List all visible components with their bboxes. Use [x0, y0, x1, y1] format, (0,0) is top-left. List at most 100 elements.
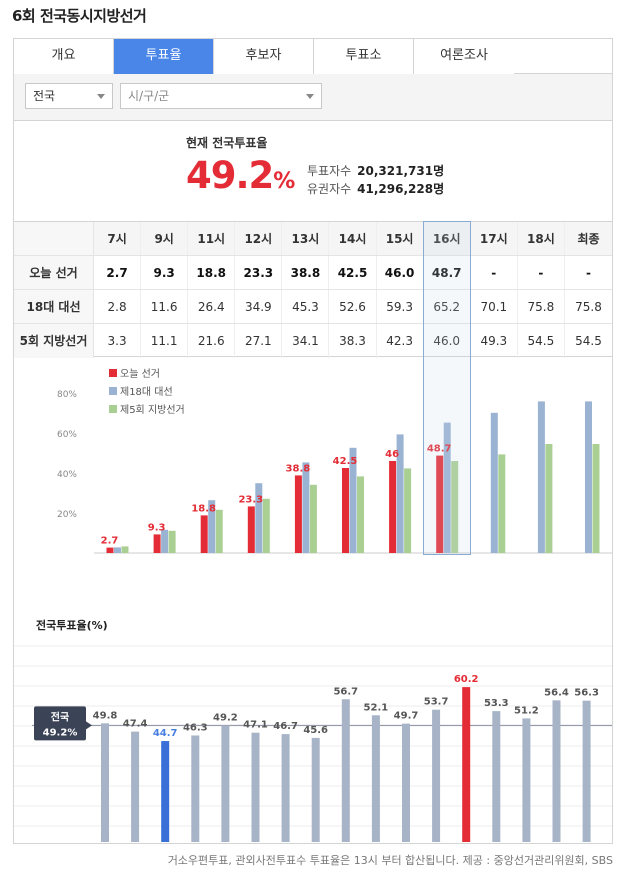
data-label: 53.3 — [484, 698, 509, 709]
bar-prev-presidential — [585, 401, 592, 553]
data-label: 38.8 — [286, 463, 311, 474]
bar-today — [342, 468, 349, 553]
table-row: 18대 대선 2.8 11.6 26.4 34.9 45.3 52.6 59.3 65.2 70.… — [14, 290, 612, 324]
bar-prev-presidential — [208, 500, 216, 553]
data-label: 47.1 — [243, 720, 268, 731]
table-row: 5회 지방선거 3.3 11.1 21.6 27.1 34.1 38.3 42.3 46.0 49… — [14, 324, 612, 358]
region-bar — [492, 711, 501, 842]
region-bar — [432, 709, 441, 842]
table-cell: 23.3 — [235, 256, 283, 289]
national-average-label: 전국 — [51, 710, 69, 723]
legend-label: 제18대 대선 — [120, 386, 173, 398]
tab-opinion-polls[interactable]: 여론조사 — [414, 39, 514, 74]
table-cell: 2.8 — [94, 290, 142, 323]
column-header: 13시 — [282, 222, 330, 255]
data-label: 60.2 — [454, 674, 479, 685]
bar-prev-presidential — [255, 483, 263, 553]
data-label: 46.7 — [273, 721, 298, 732]
table-cell: - — [471, 256, 518, 289]
table-cell: 26.4 — [188, 290, 236, 323]
filter-bar: 전국 시/구/군 — [14, 74, 612, 121]
badge-pointer — [86, 721, 92, 730]
table-cell: 11.1 — [141, 324, 189, 358]
bar-today — [106, 547, 114, 553]
table-cell: 45.3 — [282, 290, 330, 323]
data-label: 53.7 — [424, 697, 449, 708]
bar-prev-presidential — [443, 422, 451, 553]
data-label: 56.7 — [333, 686, 358, 697]
table-cell: 48.7 — [424, 256, 471, 289]
table-cell: - — [585, 266, 591, 280]
bar-prev-local — [215, 509, 223, 553]
table-cell: - — [518, 256, 565, 289]
column-header: 18시 — [518, 222, 565, 255]
data-label: 9.3 — [148, 522, 166, 533]
table-cell: 11.6 — [141, 290, 189, 323]
y-tick-label: 40% — [57, 470, 77, 480]
bar-prev-local — [357, 476, 364, 553]
region-select[interactable]: 전국 — [25, 83, 113, 109]
table-cell: 70.1 — [471, 290, 518, 323]
tab-candidates[interactable]: 후보자 — [214, 39, 314, 74]
national-turnout: 49.2% — [186, 154, 295, 197]
table-cell: 59.3 — [377, 290, 424, 323]
tab-overview[interactable]: 개요 — [14, 39, 114, 74]
footnote: 거소우편투표, 관외사전투표수 투표율은 13시 부터 합산됩니다. 제공 : … — [167, 854, 613, 867]
hourly-turnout-chart: 20% 40% 60% 80% 2.7 9.3 18.8 23.3 38.8 42.5 46 48.7… — [57, 368, 612, 554]
table-cell: 75.8 — [575, 300, 602, 314]
bar-prev-presidential — [302, 462, 310, 553]
bar-today — [200, 515, 208, 553]
bar-prev-presidential — [161, 529, 169, 553]
bar-prev-local — [168, 530, 176, 553]
y-tick-label: 20% — [57, 510, 77, 520]
legend-label: 제5회 지방선거 — [120, 404, 185, 416]
bar-prev-local — [309, 484, 317, 553]
column-header: 12시 — [235, 222, 283, 255]
table-header-row: 7시 9시 11시 12시 13시 14시 15시 16시 17시 18시 최종 — [14, 222, 612, 256]
tab-turnout[interactable]: 투표율 — [114, 39, 214, 74]
region-bar — [552, 700, 561, 842]
table-cell: 54.5 — [575, 334, 602, 348]
voters-value: 20,321,731명 — [357, 164, 445, 178]
table-cell: 46.0 — [377, 256, 424, 289]
table-cell: 42.5 — [329, 256, 377, 289]
table-cell: 42.3 — [377, 324, 424, 358]
table-cell: 38.8 — [282, 256, 330, 289]
bar-prev-presidential — [114, 547, 121, 553]
bar-prev-local — [404, 468, 412, 553]
data-label: 23.3 — [238, 494, 263, 505]
national-average-badge — [34, 706, 86, 741]
column-header: 15시 — [377, 222, 424, 255]
data-label: 48.7 — [427, 444, 452, 455]
table-cell: 34.1 — [282, 324, 330, 358]
regional-turnout-chart: 전국투표율(%)전국49.2%49.8서울47.4부산44.7대구46.3인천4… — [14, 618, 612, 842]
table-cell: 46.0 — [424, 324, 471, 358]
table-cell: 9.3 — [141, 256, 189, 289]
region-bar — [582, 700, 591, 842]
tab-bar: 개요 투표율 후보자 투표소 여론조사 — [14, 39, 612, 74]
bar-today — [294, 475, 302, 553]
table-cell: 2.7 — [94, 256, 142, 289]
bar-prev-presidential — [396, 434, 404, 553]
bar-today — [153, 534, 161, 553]
data-label: 52.1 — [364, 702, 389, 713]
eligible-row: 유권자수 41,296,228명 — [307, 180, 444, 197]
table-cell: 38.3 — [329, 324, 377, 358]
summary-label: 현재 전국투표율 — [186, 136, 268, 150]
data-label: 51.2 — [514, 705, 539, 716]
data-label: 47.4 — [123, 719, 148, 730]
table-cell: 27.1 — [235, 324, 283, 358]
column-header: 7시 — [94, 222, 142, 255]
region-bar — [281, 734, 290, 842]
district-select[interactable]: 시/구/군 — [120, 83, 322, 109]
tab-polling-stations[interactable]: 투표소 — [314, 39, 414, 74]
legend-label: 오늘 선거 — [120, 368, 160, 380]
region-select-value: 전국 — [33, 89, 56, 103]
eligible-value: 41,296,228명 — [357, 182, 445, 196]
data-label: 49.2 — [213, 712, 238, 723]
table-cell: 75.8 — [518, 290, 565, 323]
national-turnout-unit: % — [273, 169, 295, 194]
region-bar — [251, 732, 260, 842]
table-cell: 49.3 — [471, 324, 518, 358]
column-header: 11시 — [188, 222, 236, 255]
